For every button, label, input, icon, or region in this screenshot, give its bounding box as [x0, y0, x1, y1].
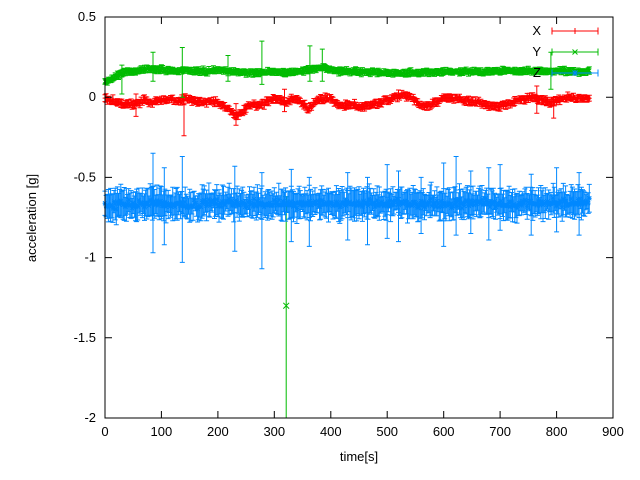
legend-label-Z: Z [533, 65, 541, 80]
x-tick-label: 100 [151, 424, 173, 439]
y-tick-label: 0 [89, 89, 96, 104]
y-tick-label: 0.5 [78, 9, 96, 24]
legend-sample-Z [551, 69, 599, 77]
x-tick-label: 800 [546, 424, 568, 439]
x-tick-label: 400 [320, 424, 342, 439]
x-tick-label: 900 [602, 424, 624, 439]
x-tick-label: 500 [376, 424, 398, 439]
y-tick-label: -2 [84, 410, 96, 425]
series-layer [102, 40, 592, 419]
legend-entry-Z: Z [533, 65, 599, 80]
x-tick-label: 600 [433, 424, 455, 439]
legend-entry-X: X [532, 23, 599, 38]
y-axis-title: acceleration [g] [24, 174, 39, 262]
legend: XYZ [532, 23, 599, 80]
legend-sample-Y [551, 48, 599, 56]
tick-marks [104, 16, 614, 419]
x-tick-label: 700 [489, 424, 511, 439]
x-axis-title: time[s] [340, 449, 378, 464]
x-tick-label: 0 [101, 424, 108, 439]
x-tick-label: 200 [207, 424, 229, 439]
x-tick-label: 300 [263, 424, 285, 439]
plot-border [104, 16, 614, 419]
legend-sample-X [551, 27, 599, 35]
axes-layer: 0 100 200 300 400 500 600 700 800 900 0.5 0 -0.5 -1 -1… [74, 9, 624, 439]
y-tick-label: -0.5 [74, 169, 96, 184]
legend-label-X: X [532, 23, 541, 38]
legend-entry-Y: Y [532, 44, 599, 59]
legend-label-Y: Y [532, 44, 541, 59]
y-tick-label: -1.5 [74, 330, 96, 345]
y-tick-label: -1 [84, 250, 96, 265]
